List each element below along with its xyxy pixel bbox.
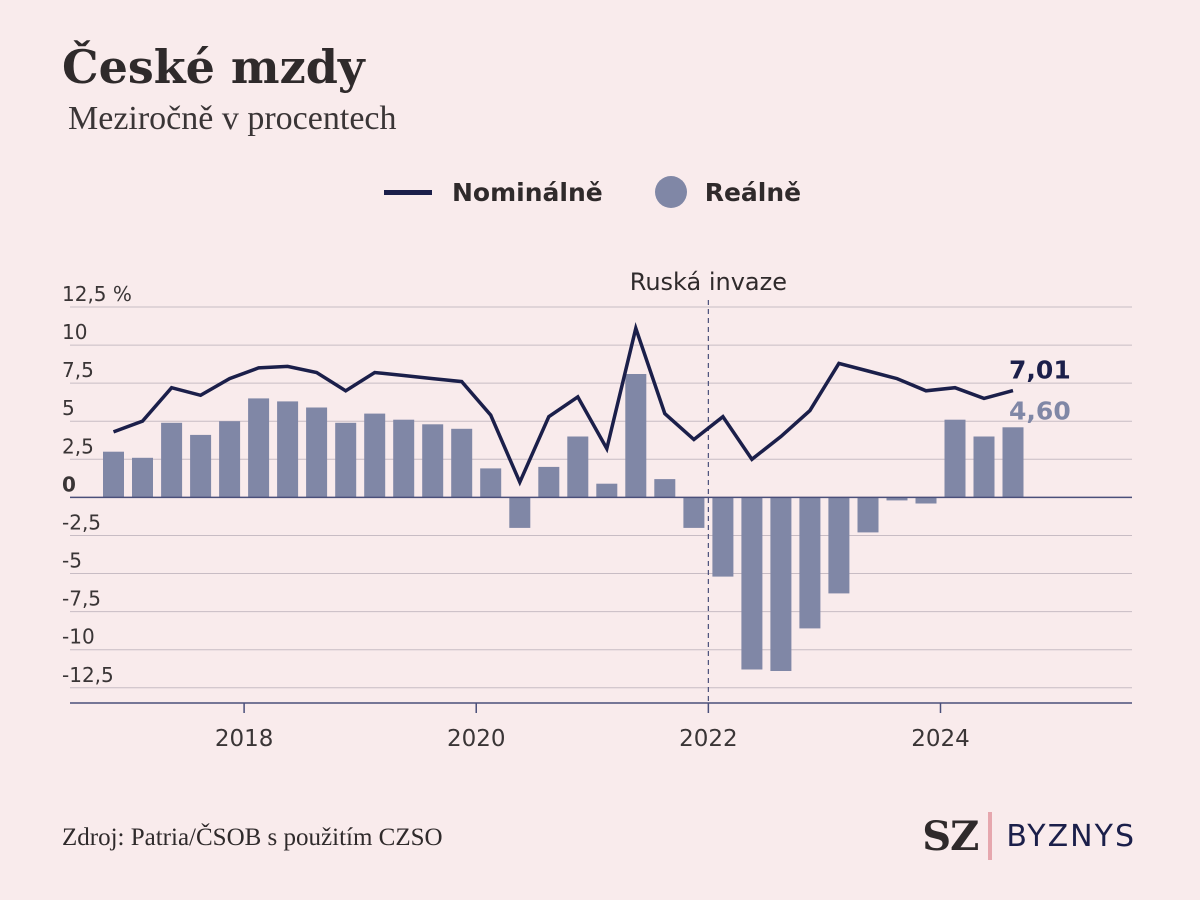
real-bar (132, 457, 153, 498)
x-tick-label: 2022 (679, 726, 738, 752)
y-tick-label: 5 (62, 396, 75, 420)
real-bar (277, 401, 299, 498)
nominal-line (112, 322, 1014, 487)
real-bar (712, 497, 734, 577)
y-tick-label: 12,5 % (62, 282, 132, 306)
real-bar (567, 436, 589, 498)
real-bar (828, 497, 850, 594)
y-tick-label: 0 (62, 472, 76, 496)
last-nominal-value-label: 7,01 (1009, 356, 1071, 385)
chart-title: České mzdy (62, 40, 365, 94)
real-bar (857, 497, 879, 533)
real-bar (915, 497, 937, 504)
real-bar (973, 436, 995, 498)
real-bar (654, 479, 676, 498)
real-bar (683, 497, 705, 528)
x-tick-label: 2018 (215, 726, 274, 752)
real-bar (480, 468, 502, 498)
y-axis-labels: 12,5 % 10 7,5 5 2,5 0 -2,5 -5 -7,5 -10 -12,5 (62, 282, 132, 687)
wage-chart: 12,5 %107,552,50-2,5-5-7,5-10-12,5 2018 2… (62, 268, 1132, 752)
legend-real-swatch (654, 176, 687, 208)
y-tick-label: -7,5 (62, 587, 101, 611)
real-bar (944, 419, 966, 498)
real-bar (625, 374, 647, 498)
chart-subtitle: Meziročně v procentech (68, 100, 397, 137)
y-tick-label: -5 (62, 549, 82, 573)
real-bar (451, 428, 473, 498)
brand-mark: SZ (922, 812, 979, 860)
y-tick-label: 10 (62, 320, 87, 344)
y-tick-label: 7,5 (62, 358, 94, 382)
real-bar (161, 422, 183, 498)
chart-legend: Nominálně Reálně (384, 172, 801, 212)
x-tick-label: 2024 (911, 726, 970, 752)
y-tick-label: -2,5 (62, 510, 101, 534)
x-tick-label: 2020 (447, 726, 506, 752)
real-bar (596, 483, 618, 498)
real-bar (393, 419, 415, 498)
real-bar (219, 421, 241, 498)
legend-real-label: Reálně (704, 177, 802, 207)
real-bar (248, 398, 270, 498)
legend-nominal-swatch (384, 189, 432, 195)
real-bar (364, 413, 386, 498)
legend-nominal-label: Nominálně (452, 177, 603, 207)
real-bar (103, 451, 124, 498)
last-real-value-label: 4,60 (1009, 396, 1071, 425)
real-bar (741, 497, 763, 670)
y-tick-label: -12,5 (62, 663, 114, 687)
invasion-annotation: Ruská invaze (630, 268, 787, 296)
real-bar (770, 497, 792, 671)
real-bars (103, 374, 1024, 671)
real-bar (190, 434, 212, 498)
brand-logo: SZ BYZNYS (922, 812, 1136, 860)
real-bar (335, 422, 357, 498)
real-bar (799, 497, 821, 629)
x-axis-ticks: 2018 2020 2022 2024 (215, 703, 970, 752)
brand-divider (988, 812, 993, 860)
y-tick-label: -10 (62, 625, 95, 649)
real-bar (886, 497, 908, 501)
real-bar (1002, 427, 1024, 498)
real-bar (422, 424, 444, 498)
brand-name: BYZNYS (1006, 818, 1136, 854)
source-note: Zdroj: Patria/ČSOB s použitím CZSO (62, 824, 443, 851)
real-bar (538, 466, 560, 498)
real-bar (509, 497, 531, 528)
y-tick-label: 2,5 (62, 434, 94, 458)
real-bar (306, 407, 328, 498)
